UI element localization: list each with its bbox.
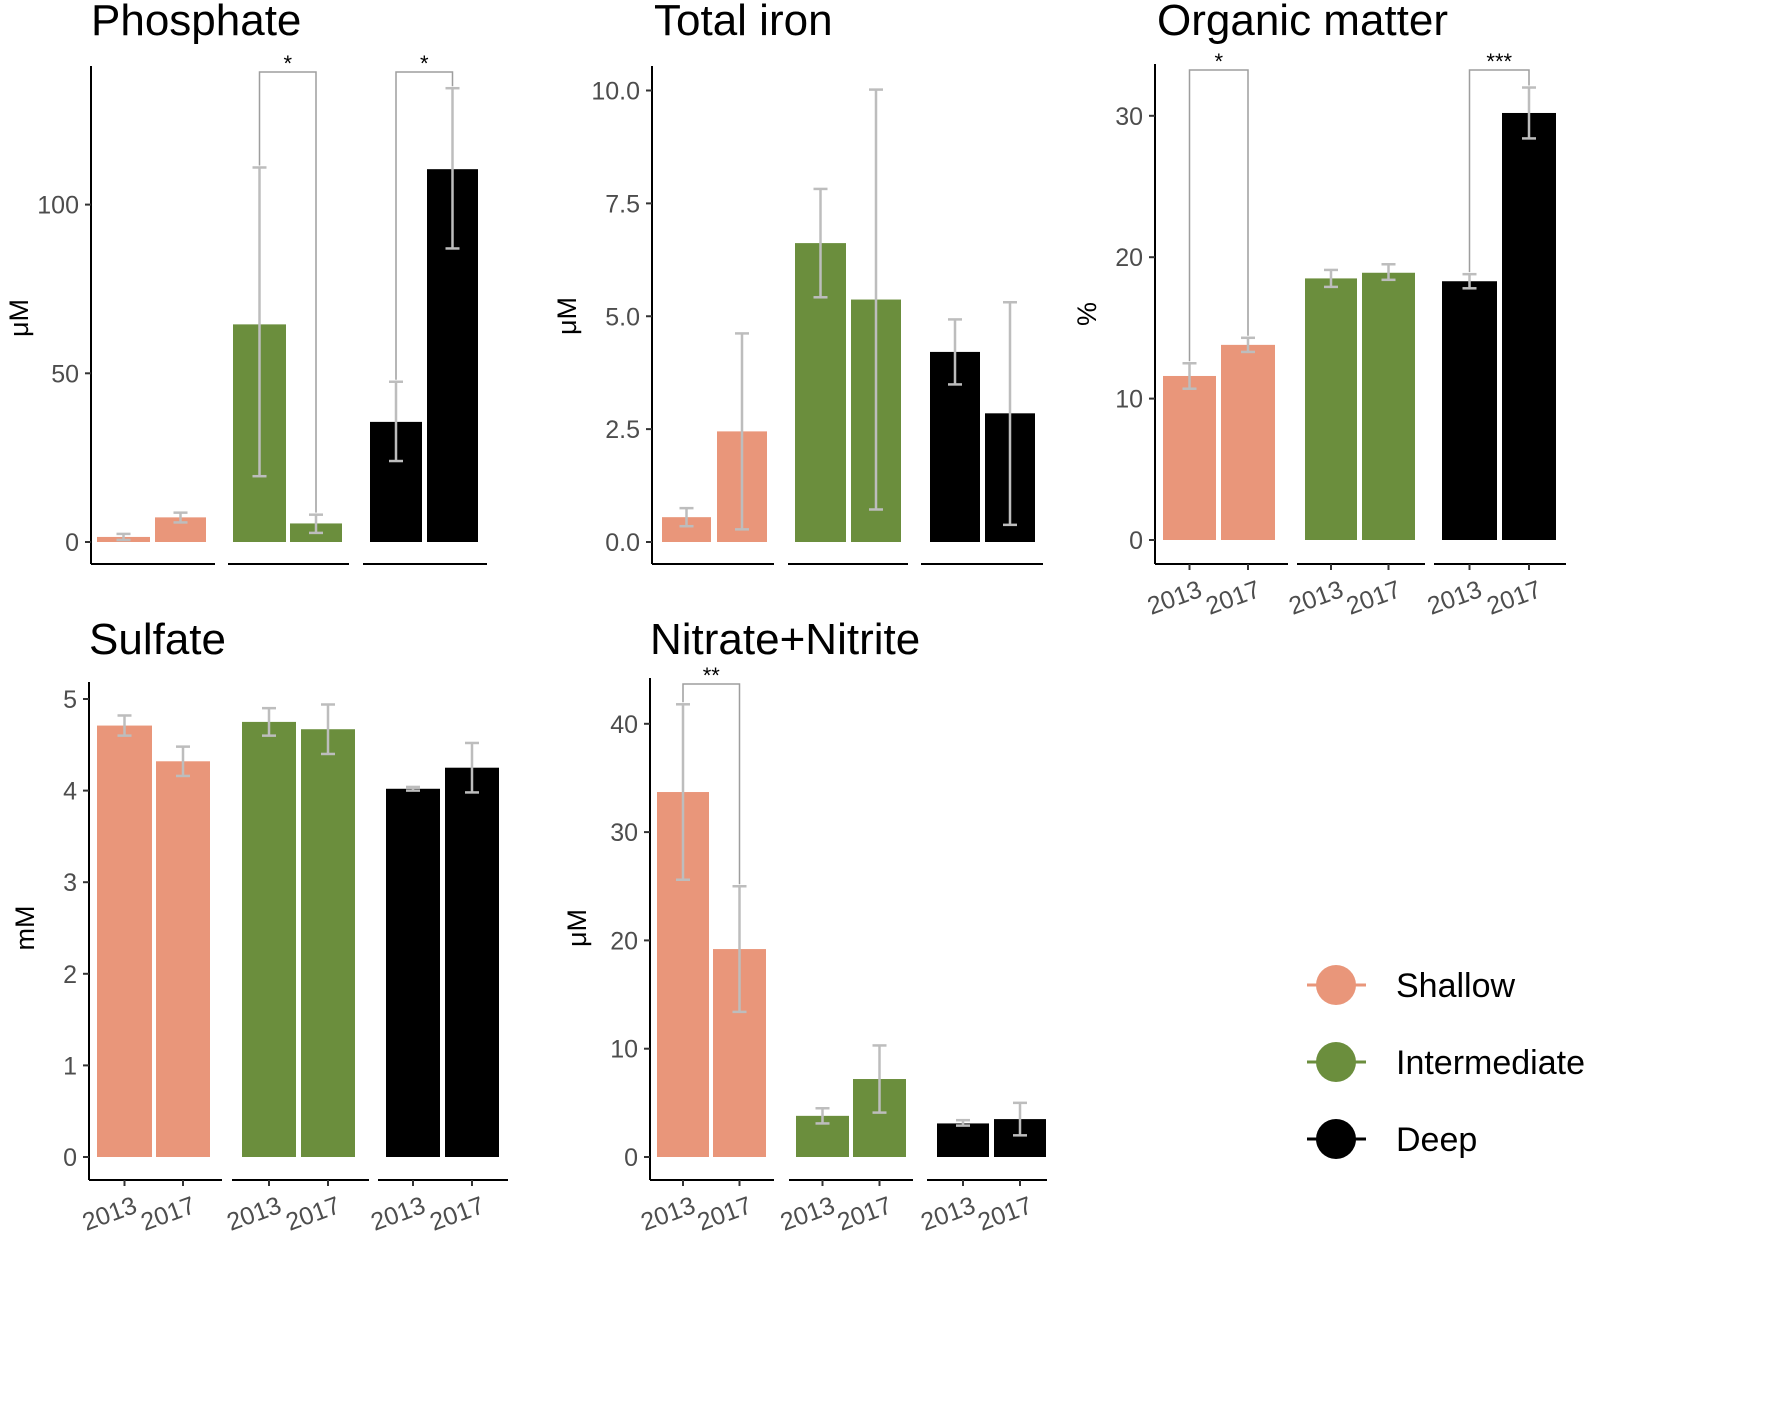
bar-shallow-2017 (156, 761, 210, 1157)
panel-title: Total iron (654, 0, 833, 45)
bar-shallow-2013 (97, 725, 152, 1157)
x-tick-label: 2013 (777, 1191, 839, 1236)
x-tick-label: 2017 (426, 1191, 488, 1236)
x-tick-label: 2013 (1285, 575, 1347, 620)
bar-deep-2013 (937, 1123, 989, 1157)
bar-deep-2017 (1502, 112, 1556, 541)
significance-bracket (1188, 69, 1249, 362)
y-axis-label: μM (552, 297, 582, 335)
bar-shallow-2017 (1221, 344, 1275, 540)
x-tick-label: 2017 (834, 1191, 896, 1236)
legend-label: Shallow (1396, 967, 1516, 1005)
y-tick-label: 10 (610, 1036, 638, 1064)
significance-bracket (682, 683, 741, 885)
y-tick-label: 2.5 (605, 416, 640, 444)
y-axis-label: mM (10, 906, 40, 951)
bar-deep-2013 (386, 788, 440, 1157)
y-tick-label: 30 (610, 819, 638, 847)
x-tick-label: 2013 (79, 1191, 141, 1236)
panel-1: Total iron μM 0.0 2.5 5.0 7.5 10.0 (552, 0, 1043, 565)
y-axis-label: % (1072, 302, 1102, 326)
y-tick-label: 0 (624, 1144, 638, 1172)
legend: Shallow Intermediate Deep (1307, 965, 1585, 1159)
x-tick-label: 2017 (1202, 575, 1264, 620)
y-tick-label: 7.5 (605, 190, 640, 218)
y-axis-label: μM (562, 909, 592, 947)
bar-intermediate-2013 (1305, 278, 1357, 540)
x-tick-label: 2013 (917, 1191, 979, 1236)
bar-intermediate-2017 (301, 729, 355, 1157)
x-tick-label: 2013 (637, 1191, 699, 1236)
x-tick-label: 2017 (694, 1191, 756, 1236)
x-tick-label: 2013 (367, 1191, 429, 1236)
legend-key-deep (1316, 1119, 1356, 1159)
x-tick-label: 2017 (137, 1191, 199, 1236)
legend-key-intermediate (1316, 1042, 1356, 1082)
panel-title: Organic matter (1157, 0, 1448, 45)
bar-intermediate-2013 (242, 721, 296, 1157)
y-tick-label: 10 (1115, 386, 1143, 414)
y-tick-label: 100 (37, 192, 79, 220)
x-tick-label: 2013 (1424, 575, 1486, 620)
y-tick-label: 20 (1115, 244, 1143, 272)
y-tick-label: 0 (1129, 527, 1143, 555)
bar-deep-2013 (1442, 281, 1497, 540)
y-tick-label: 50 (51, 360, 79, 388)
y-tick-label: 5 (63, 686, 77, 714)
y-tick-label: 30 (1115, 103, 1143, 131)
panel-title: Nitrate+Nitrite (650, 615, 920, 664)
significance-bracket (395, 71, 454, 380)
x-tick-label: 2017 (282, 1191, 344, 1236)
x-tick-label: 2017 (1483, 575, 1545, 620)
x-tick-label: 2017 (1343, 575, 1405, 620)
y-tick-label: 3 (63, 869, 77, 897)
x-tick-label: 2013 (223, 1191, 285, 1236)
y-tick-label: 0.0 (605, 529, 640, 557)
x-tick-label: 2013 (1144, 575, 1206, 620)
significance-label: * (283, 51, 292, 76)
y-tick-label: 20 (610, 927, 638, 955)
significance-label: * (1214, 49, 1223, 74)
significance-label: ** (703, 663, 721, 688)
panel-0: Phosphate μM 0 50 100 * * (4, 0, 487, 565)
legend-key-shallow (1316, 965, 1356, 1005)
significance-label: * (420, 51, 429, 76)
y-tick-label: 40 (610, 711, 638, 739)
panel-title: Phosphate (91, 0, 301, 45)
bar-deep-2017 (445, 767, 499, 1157)
bar-shallow-2013 (1163, 375, 1216, 540)
bar-intermediate-2017 (1362, 272, 1415, 540)
x-tick-label: 2017 (974, 1191, 1036, 1236)
y-tick-label: 0 (63, 1144, 77, 1172)
y-tick-label: 1 (63, 1052, 77, 1080)
y-tick-label: 10.0 (591, 78, 640, 106)
significance-label: *** (1486, 49, 1512, 74)
y-tick-label: 4 (63, 778, 77, 806)
y-tick-label: 5.0 (605, 303, 640, 331)
y-tick-label: 0 (65, 529, 79, 557)
y-tick-label: 2 (63, 961, 77, 989)
legend-label: Intermediate (1396, 1044, 1585, 1082)
significance-bracket (258, 71, 317, 513)
panel-title: Sulfate (89, 615, 226, 664)
significance-bracket (1468, 69, 1530, 273)
y-axis-label: μM (4, 299, 34, 337)
legend-label: Deep (1396, 1121, 1477, 1159)
